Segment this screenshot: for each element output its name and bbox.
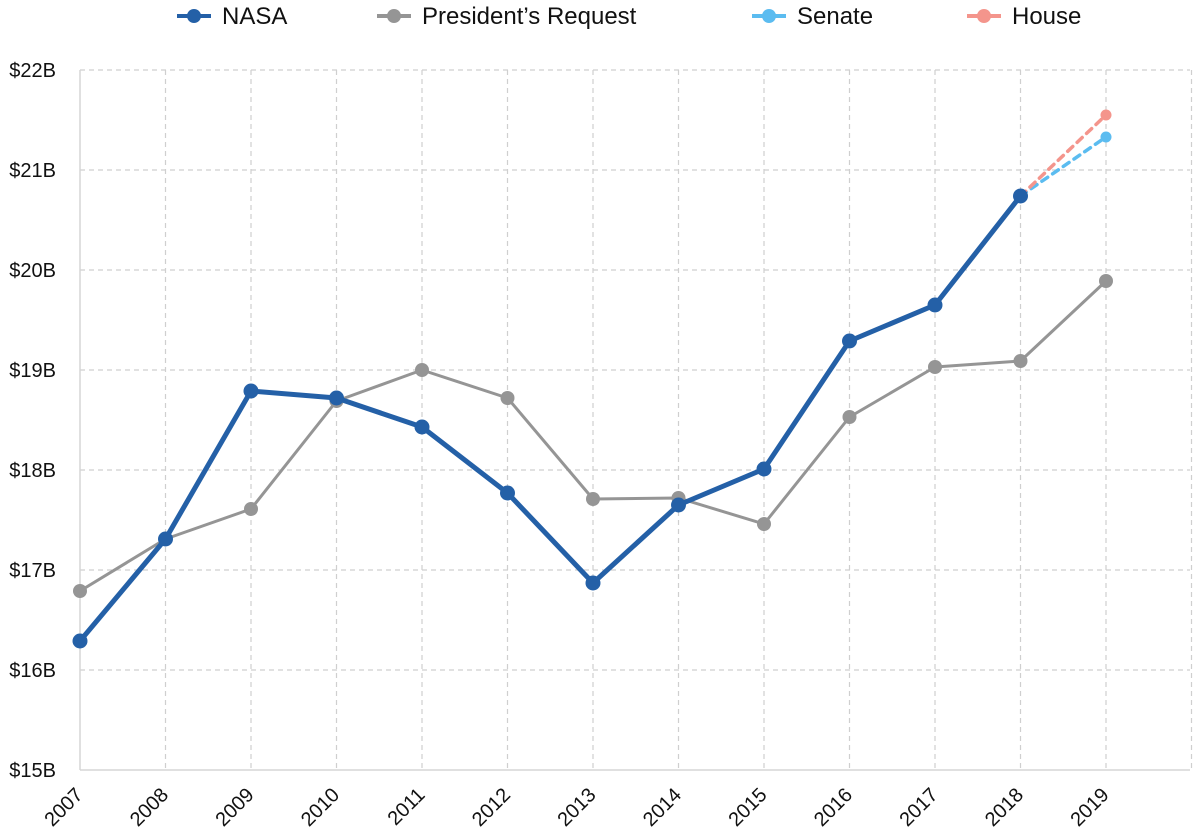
x-tick-label: 2016 (810, 784, 857, 831)
data-point (842, 410, 857, 424)
series-senate (1018, 131, 1112, 198)
legend-item: NASA (177, 3, 287, 30)
series-house (1018, 109, 1112, 198)
x-tick-label: 2012 (468, 784, 515, 831)
data-point (414, 419, 430, 435)
data-point (756, 461, 772, 477)
x-tick-label: 2008 (126, 784, 173, 831)
y-tick-label: $19B (9, 360, 56, 382)
data-point (329, 390, 344, 406)
legend-swatch-marker (762, 9, 776, 23)
data-point (842, 333, 857, 349)
data-point (757, 517, 771, 531)
x-axis: 2007 2008 2009 2010 2011 2012 2013 2014 2015 2016… (41, 784, 1114, 831)
y-tick-label: $15B (9, 760, 56, 782)
data-point (1099, 274, 1113, 288)
x-tick-label: 2009 (212, 784, 259, 831)
legend-item: President’s Request (377, 3, 637, 30)
x-tick-label: 2014 (639, 784, 686, 831)
legend-item: Senate (752, 3, 873, 30)
x-tick-label: 2007 (41, 784, 88, 831)
x-tick-label: 2010 (297, 784, 344, 831)
data-point (927, 297, 943, 313)
data-point (1013, 188, 1028, 204)
series-line (1018, 113, 1108, 198)
y-tick-label: $18B (9, 460, 56, 482)
legend-swatch-marker (387, 9, 401, 23)
x-tick-label: 2019 (1067, 784, 1114, 831)
y-tick-label: $20B (9, 260, 56, 282)
legend-label: NASA (222, 3, 287, 30)
data-point (72, 633, 88, 649)
data-point (586, 492, 600, 506)
y-tick-label: $21B (9, 160, 56, 182)
data-point (243, 383, 259, 399)
data-point (1013, 354, 1028, 368)
grid (79, 69, 1193, 771)
data-point (1100, 109, 1112, 121)
legend-label: House (1012, 3, 1081, 30)
x-tick-label: 2015 (725, 784, 772, 831)
series-line (1018, 135, 1108, 198)
series-line (77, 193, 1023, 644)
legend-label: Senate (797, 3, 873, 30)
data-point (415, 363, 429, 377)
legend-swatch-marker (187, 9, 201, 23)
data-point (1100, 131, 1112, 143)
y-tick-label: $22B (9, 60, 56, 82)
y-tick-label: $17B (9, 560, 56, 582)
data-point (671, 497, 686, 513)
data-point (73, 584, 87, 598)
data-point (158, 531, 173, 547)
series-nasa (72, 188, 1028, 649)
series-line (78, 279, 1108, 593)
data-point (500, 485, 515, 501)
legend-item: House (967, 3, 1081, 30)
data-point (244, 502, 258, 516)
x-tick-label: 2013 (554, 784, 601, 831)
legend-label: President’s Request (422, 3, 637, 30)
legend: NASA President’s Request Senate House (177, 3, 1081, 30)
data-point (500, 391, 515, 405)
data-point (928, 360, 942, 374)
x-tick-label: 2011 (384, 784, 430, 830)
x-tick-label: 2018 (981, 784, 1028, 831)
plot-area (72, 109, 1113, 649)
x-tick-label: 2017 (896, 784, 943, 831)
legend-swatch-marker (977, 9, 991, 23)
y-tick-label: $16B (9, 660, 56, 682)
y-axis: $15B $16B $17B $18B $19B $20B $21B $22B (9, 60, 56, 782)
data-point (585, 575, 601, 591)
